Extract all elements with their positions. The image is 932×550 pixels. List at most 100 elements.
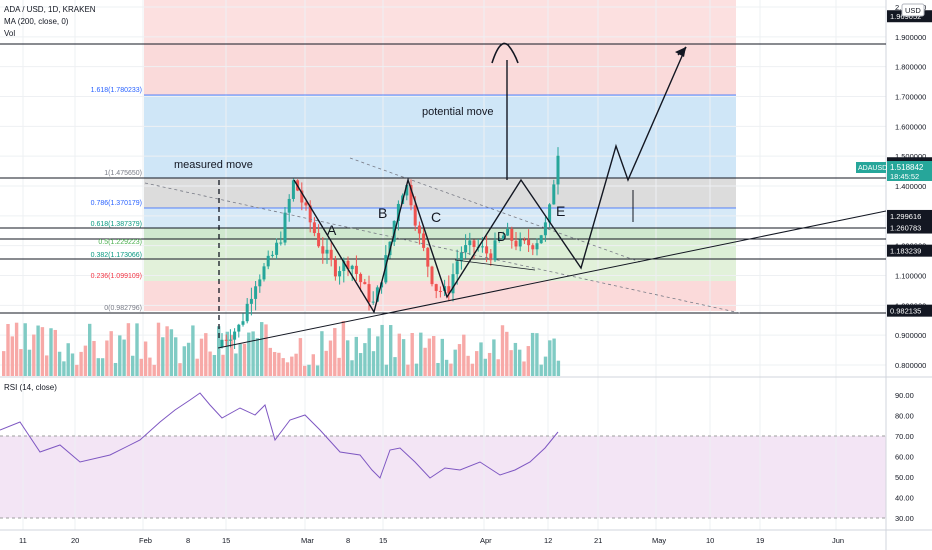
volume-bar xyxy=(470,363,475,376)
volume-bar xyxy=(174,337,178,376)
time-axis-tick: 15 xyxy=(222,536,230,545)
candle-body xyxy=(438,290,442,292)
candle-body xyxy=(308,205,312,223)
candle-body xyxy=(228,339,232,341)
candle-body xyxy=(493,240,497,261)
volume-indicator-title[interactable]: Vol xyxy=(4,29,15,38)
volume-bar xyxy=(543,356,548,376)
volume-bar xyxy=(285,362,290,376)
volume-bar xyxy=(247,332,251,376)
candle-body xyxy=(354,265,358,274)
volume-bar xyxy=(165,326,169,376)
volume-bar xyxy=(406,364,410,376)
candle-body xyxy=(363,282,367,285)
candle-body xyxy=(459,252,463,262)
volume-bar xyxy=(251,331,255,376)
rsi-line xyxy=(0,392,559,479)
fib-zone-0786 xyxy=(144,208,736,228)
time-axis-tick: 8 xyxy=(186,536,190,545)
fib-level-label: 1.618(1.780233) xyxy=(91,87,142,94)
wave-label-e: E xyxy=(556,203,565,219)
volume-bar xyxy=(272,351,277,376)
candle-body xyxy=(241,321,245,325)
ascending-trendline[interactable] xyxy=(217,210,887,349)
volume-bar xyxy=(414,363,419,376)
candle-body xyxy=(485,246,489,254)
wave-label-c: C xyxy=(431,209,441,225)
volume-bar xyxy=(53,329,57,376)
volume-bar xyxy=(113,362,118,376)
volume-bar xyxy=(298,338,303,376)
volume-bar xyxy=(88,323,92,376)
currency-tag[interactable] xyxy=(901,3,925,17)
candle-body xyxy=(329,249,333,260)
fib-level-label: 0.618(1.387379) xyxy=(91,221,142,228)
volume-bar xyxy=(436,362,440,376)
volume-bar xyxy=(277,352,281,376)
volume-bar xyxy=(410,333,414,376)
currency-tag-label: USD xyxy=(905,6,921,15)
volume-bar xyxy=(255,338,260,376)
ma-indicator-title[interactable]: MA (200, close, 0) xyxy=(4,17,69,26)
candle-body xyxy=(455,261,459,275)
candle-body xyxy=(447,286,451,294)
volume-bar xyxy=(118,335,122,376)
rsi-indicator-title[interactable]: RSI (14, close) xyxy=(4,383,57,392)
volume-bar xyxy=(182,346,186,376)
candle-body xyxy=(325,249,329,254)
volume-bar xyxy=(10,336,14,376)
candle-body xyxy=(300,190,304,203)
candle-body xyxy=(497,239,501,241)
price-axis-tick: 1.800000 xyxy=(895,63,926,72)
volume-bar xyxy=(268,347,272,376)
candle-body xyxy=(556,155,560,185)
candle-body xyxy=(249,298,253,304)
volume-bar xyxy=(57,351,62,376)
candle-body xyxy=(224,339,228,341)
time-axis-tick: 10 xyxy=(706,536,714,545)
candle-body xyxy=(464,245,468,253)
volume-bar xyxy=(45,355,49,376)
wave-label-b: B xyxy=(378,205,387,221)
volume-bar xyxy=(290,356,294,376)
volume-bar xyxy=(92,340,96,376)
volume-bar xyxy=(371,351,376,376)
volume-bar xyxy=(152,364,156,376)
candle-body xyxy=(371,301,375,303)
time-axis-tick: 11 xyxy=(19,536,27,545)
volume-bar xyxy=(384,364,389,376)
fib-level-label: 1(1.475650) xyxy=(104,170,142,177)
level-price-tag xyxy=(887,221,932,234)
candle-body xyxy=(422,233,426,248)
volume-bar xyxy=(440,338,444,376)
volume-bar xyxy=(238,343,242,376)
candle-body xyxy=(220,339,224,348)
symbol-title[interactable]: ADA / USD, 1D, KRAKEN xyxy=(4,5,96,14)
candle-body xyxy=(527,239,531,246)
volume-bar xyxy=(260,322,264,376)
volume-bar xyxy=(217,326,221,376)
rsi-axis-tick: 80.00 xyxy=(895,412,914,421)
candle-body xyxy=(321,246,325,254)
volume-bar xyxy=(354,336,358,376)
volume-bar xyxy=(169,329,174,376)
fib-level-label: 0.382(1.173066) xyxy=(91,252,142,259)
volume-bar xyxy=(337,357,341,376)
wedge-line xyxy=(454,259,536,271)
volume-bar xyxy=(333,328,337,376)
volume-bar xyxy=(518,349,522,376)
volume-bar xyxy=(14,322,19,376)
candle-body xyxy=(279,242,283,244)
price-axis-tick: 1.900000 xyxy=(895,33,926,42)
volume-bar xyxy=(552,338,556,376)
candle-body xyxy=(531,245,535,250)
last-price-symbol: ADAUSD xyxy=(858,165,887,172)
volume-bar xyxy=(96,358,100,376)
rsi-axis-tick: 50.00 xyxy=(895,473,914,482)
candle-body xyxy=(510,228,514,241)
volume-bar xyxy=(548,340,552,376)
volume-bar xyxy=(320,331,324,376)
time-axis-tick: Apr xyxy=(480,536,492,545)
potential-move-arrowhead xyxy=(491,42,519,64)
